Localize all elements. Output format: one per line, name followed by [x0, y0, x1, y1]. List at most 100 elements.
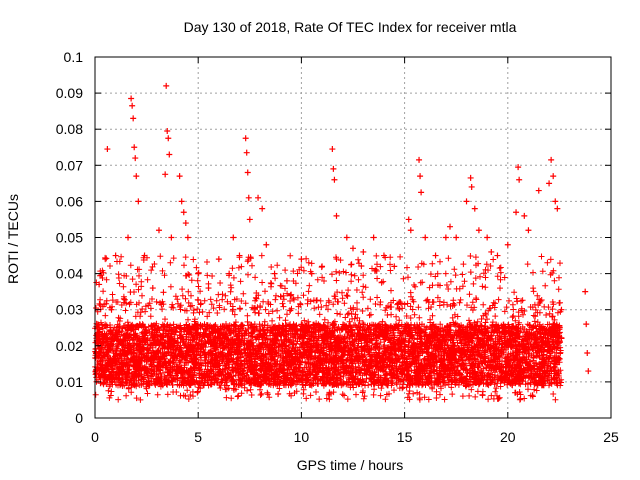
data-point	[129, 102, 136, 109]
data-point	[552, 198, 559, 205]
data-point	[585, 368, 592, 375]
data-point	[331, 176, 338, 183]
data-points	[94, 82, 592, 378]
x-axis-label: GPS time / hours	[297, 457, 404, 473]
data-point	[205, 285, 212, 292]
data-point	[168, 234, 175, 241]
data-point	[263, 241, 270, 248]
data-point	[329, 146, 336, 153]
data-point	[176, 173, 183, 180]
data-point	[432, 252, 439, 259]
y-tick-label: 0.1	[64, 49, 84, 65]
data-point	[141, 252, 148, 259]
data-point	[558, 306, 565, 313]
data-point	[133, 173, 140, 180]
axis-ticks	[94, 56, 612, 419]
data-point	[259, 205, 266, 212]
data-point	[343, 234, 350, 241]
data-point	[195, 270, 202, 277]
y-tick-label: 0.01	[56, 374, 83, 390]
data-point	[521, 212, 528, 219]
data-point	[164, 128, 171, 135]
data-point	[584, 350, 591, 357]
y-tick-label: 0.05	[56, 230, 83, 246]
data-point	[298, 256, 305, 263]
data-point	[554, 205, 561, 212]
data-point	[546, 180, 553, 187]
data-point	[525, 227, 532, 234]
data-point	[515, 164, 522, 171]
data-point	[135, 198, 142, 205]
data-point	[244, 169, 251, 176]
x-tick-label: 10	[294, 429, 310, 445]
data-point	[128, 95, 135, 102]
data-point	[96, 281, 103, 288]
data-point	[125, 234, 132, 241]
x-tick-label: 0	[91, 429, 99, 445]
y-tick-label: 0.06	[56, 193, 83, 209]
data-point	[447, 223, 454, 230]
chart-title: Day 130 of 2018, Rate Of TEC Index for r…	[184, 19, 517, 35]
x-tick-label: 20	[500, 429, 516, 445]
data-point	[162, 171, 169, 178]
data-point	[215, 256, 222, 263]
data-point	[155, 227, 162, 234]
data-point	[182, 220, 189, 227]
data-point	[165, 135, 172, 142]
data-point	[550, 173, 557, 180]
data-point	[230, 234, 237, 241]
y-tick-label: 0.08	[56, 121, 83, 137]
data-point	[417, 173, 424, 180]
y-axis-label: ROTI / TECUs	[5, 194, 21, 284]
data-point	[422, 234, 429, 241]
data-point	[246, 216, 253, 223]
data-point	[453, 234, 460, 241]
y-tick-label: 0	[75, 410, 83, 426]
y-tick-label: 0.09	[56, 85, 83, 101]
x-tick-label: 5	[194, 429, 202, 445]
data-point	[245, 194, 252, 201]
data-point	[468, 183, 475, 190]
data-point	[180, 209, 187, 216]
data-point	[407, 227, 414, 234]
data-point	[380, 252, 387, 259]
data-point	[391, 263, 398, 270]
data-point	[488, 248, 495, 255]
dense-data-band	[92, 252, 565, 403]
data-point	[112, 252, 119, 259]
data-point	[504, 241, 511, 248]
data-point	[467, 174, 474, 181]
y-tick-label: 0.02	[56, 338, 83, 354]
data-point	[102, 371, 109, 378]
data-point	[149, 285, 156, 292]
data-point	[583, 321, 590, 328]
x-tick-label: 15	[397, 429, 413, 445]
data-point	[416, 156, 423, 163]
data-point	[548, 156, 555, 163]
data-point	[108, 306, 115, 313]
data-point	[283, 277, 290, 284]
data-point	[475, 227, 482, 234]
data-point	[308, 270, 315, 277]
data-point	[582, 288, 589, 295]
data-point	[255, 194, 262, 201]
data-point	[516, 176, 523, 183]
data-point	[471, 205, 478, 212]
y-tick-label: 0.04	[56, 266, 83, 282]
data-point	[405, 216, 412, 223]
data-point	[184, 234, 191, 241]
data-point	[484, 234, 491, 241]
data-point	[418, 189, 425, 196]
data-point	[535, 187, 542, 194]
data-point	[226, 270, 233, 277]
data-point	[242, 135, 249, 142]
data-point	[104, 146, 111, 153]
data-point	[513, 209, 520, 216]
data-point	[178, 198, 185, 205]
data-point	[271, 270, 278, 277]
data-point	[166, 151, 173, 158]
data-point	[360, 248, 367, 255]
dense-point-markers	[92, 252, 565, 403]
